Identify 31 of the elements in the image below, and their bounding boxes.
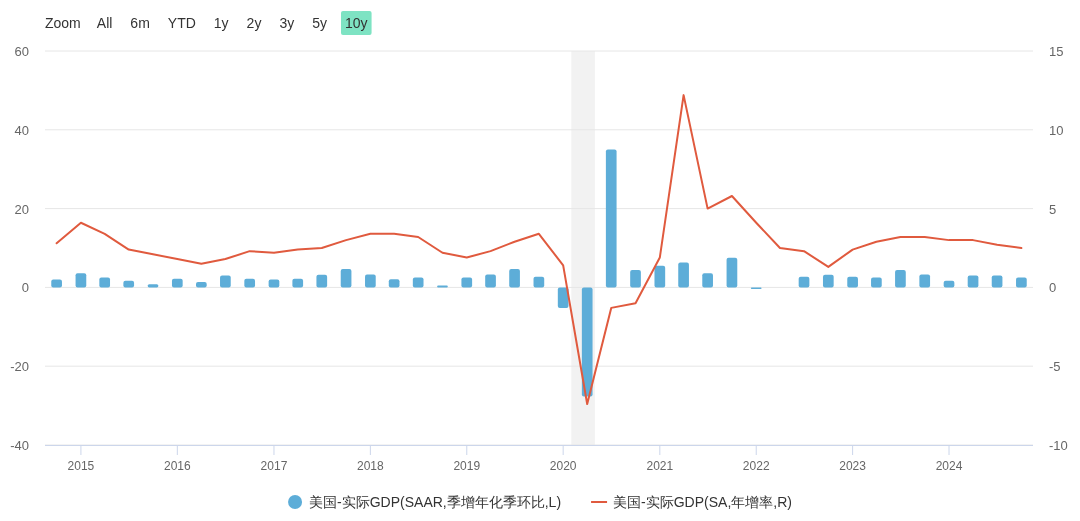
x-tick-label: 2020 (549, 459, 577, 473)
y2-tick-label: -10 (1049, 438, 1068, 453)
range-option-label: 2y (246, 15, 262, 31)
range-selector-label: Zoom (45, 15, 81, 31)
y-tick-label: 60 (14, 44, 29, 59)
x-tick-label: 2017 (260, 459, 288, 473)
y-tick-label: 40 (14, 122, 29, 138)
range-option-label: YTD (167, 15, 196, 31)
y-tick-label: 20 (14, 201, 29, 217)
range-option-label: 3y (279, 15, 295, 31)
x-tick-label: 2024 (935, 459, 963, 473)
x-tick-label: 2018 (357, 459, 385, 473)
y2-tick-label: 0 (1049, 280, 1057, 296)
y2-tick-label: 5 (1049, 201, 1057, 217)
x-tick-label: 2021 (646, 459, 674, 473)
x-tick-label: 2016 (163, 459, 191, 473)
y2-tick-label: 15 (1049, 44, 1064, 59)
x-tick-label: 2023 (839, 459, 867, 473)
range-option-label: 5y (312, 15, 327, 31)
y-tick-label: -20 (10, 359, 29, 375)
range-option-label: 1y (213, 15, 229, 31)
y-tick-label: 0 (21, 280, 29, 296)
x-tick-label: 2015 (67, 459, 95, 473)
range-option-label: All (96, 15, 113, 31)
x-tick-label: 2019 (453, 459, 481, 473)
x-tick-label: 2022 (742, 459, 770, 473)
y2-tick-label: 10 (1049, 122, 1064, 138)
y-tick-label: -40 (10, 438, 29, 453)
range-option-label: 6m (130, 15, 150, 31)
range-button: 10y (341, 11, 372, 35)
y2-tick-label: -5 (1049, 359, 1061, 375)
